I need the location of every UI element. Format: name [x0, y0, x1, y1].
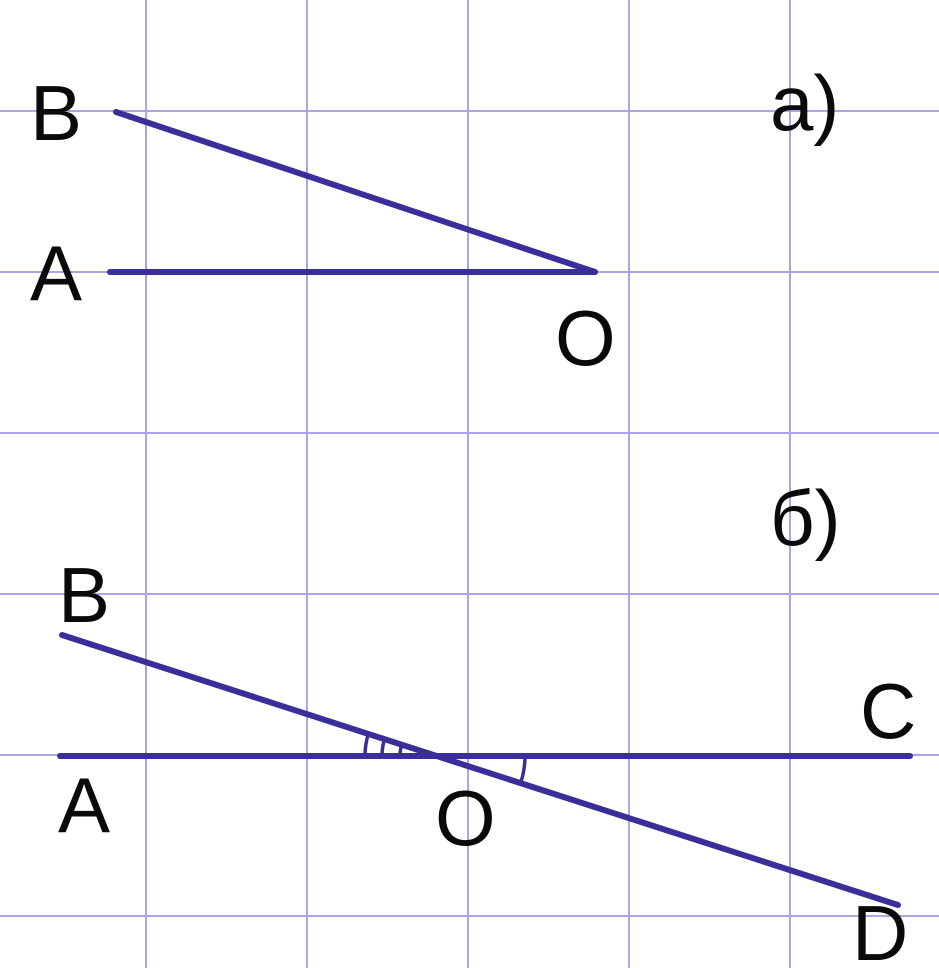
tag-a: а) — [770, 59, 839, 147]
tag-b: б) — [770, 474, 841, 562]
label-B-b: B — [58, 551, 110, 639]
label-D-b: D — [852, 889, 908, 968]
label-O-a: O — [555, 294, 616, 382]
label-C-b: C — [860, 667, 916, 755]
label-B-a: B — [30, 69, 82, 157]
label-A-a: A — [30, 229, 82, 317]
angle-arc-BOA-2 — [400, 744, 402, 756]
label-O-b: O — [435, 774, 496, 862]
label-A-b: A — [58, 761, 110, 849]
